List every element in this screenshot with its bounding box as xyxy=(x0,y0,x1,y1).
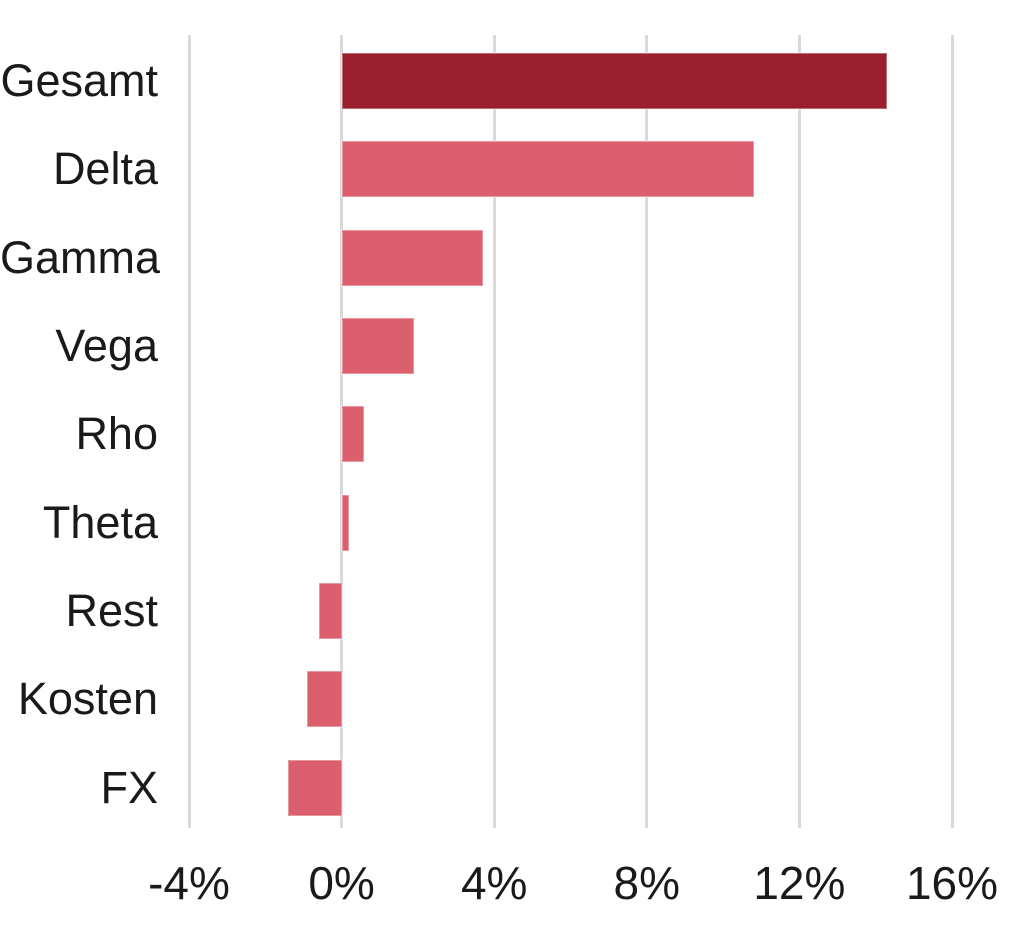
gridline-4 xyxy=(492,35,496,828)
category-label-rest: Rest xyxy=(65,584,158,636)
gridline--4 xyxy=(187,35,191,828)
x-tick-label--4: -4% xyxy=(148,857,230,909)
bar-kosten xyxy=(306,670,343,729)
category-label-vega: Vega xyxy=(55,320,158,372)
bar-gamma xyxy=(340,228,484,287)
x-tick-label-16: 16% xyxy=(905,857,999,909)
gridline-8 xyxy=(645,35,649,828)
category-label-rho: Rho xyxy=(75,408,158,460)
bar-rest xyxy=(317,581,343,640)
category-label-theta: Theta xyxy=(42,496,158,548)
bar-vega xyxy=(340,317,416,376)
x-tick-label-4: 4% xyxy=(460,857,528,909)
category-label-gamma: Gamma xyxy=(0,231,161,283)
bar-theta xyxy=(340,493,351,552)
category-label-fx: FX xyxy=(100,761,158,813)
x-tick-label-12: 12% xyxy=(753,857,846,909)
bar-fx xyxy=(287,758,343,817)
category-label-gesamt: Gesamt xyxy=(0,55,158,107)
gridline-16 xyxy=(950,35,954,828)
bar-rho xyxy=(340,405,366,464)
category-label-delta: Delta xyxy=(52,143,158,195)
bar-delta xyxy=(340,140,755,199)
x-tick-label-8: 8% xyxy=(613,857,681,909)
x-tick-label-0: 0% xyxy=(308,857,375,909)
gridline-12 xyxy=(797,35,801,828)
bar-gesamt xyxy=(340,52,889,111)
category-label-kosten: Kosten xyxy=(17,673,158,725)
